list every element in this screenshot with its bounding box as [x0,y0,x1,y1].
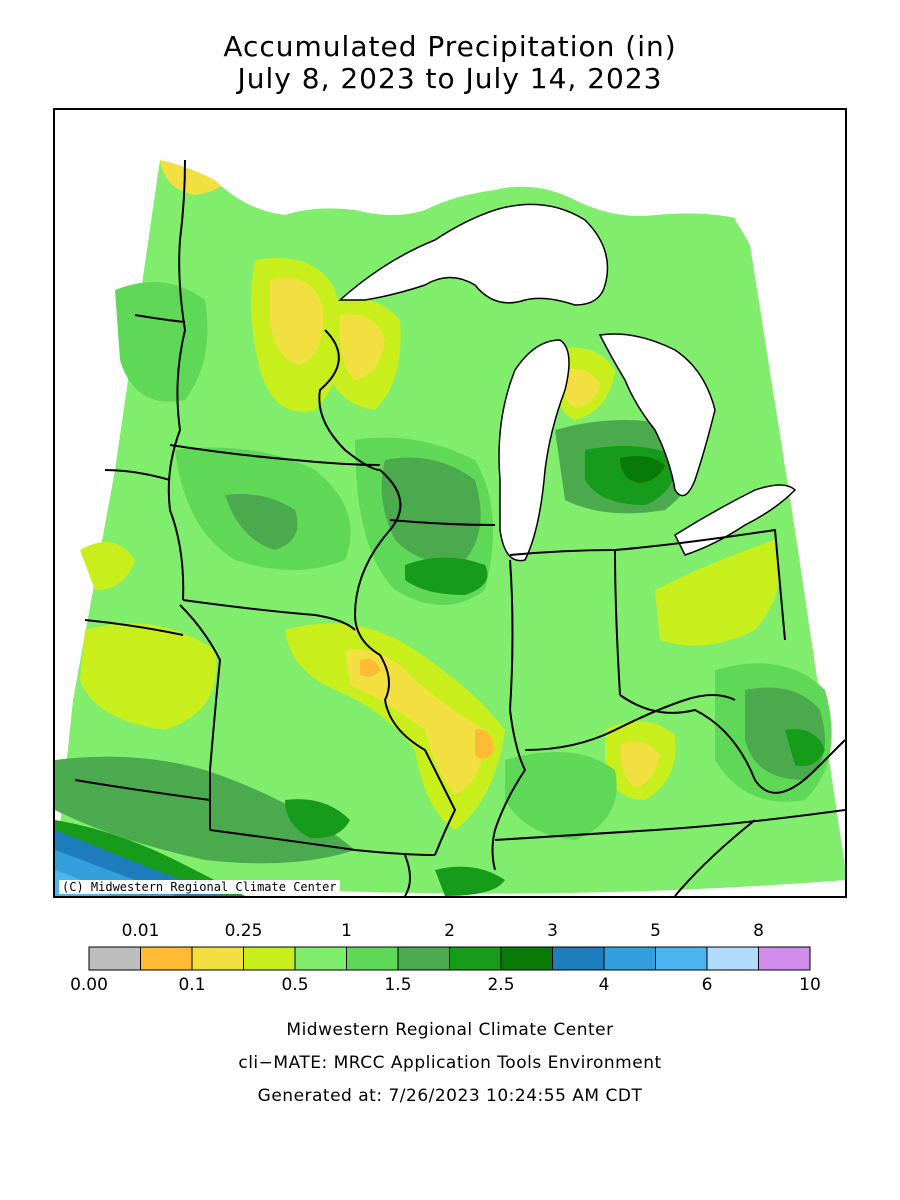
precip-zone-mo-north [80,542,135,590]
legend-bin [88,946,141,971]
legend-bin [449,946,502,971]
legend-bin [243,946,296,971]
map-title: Accumulated Precipitation (in) [223,30,677,63]
legend-upper-label: 3 [547,921,558,941]
legend-lower-label: 6 [701,975,713,995]
precipitation-map: (C) Midwestern Regional Climate Center [53,108,847,898]
legend-upper-label: 0.25 [224,921,263,941]
legend-upper-label: 5 [650,921,661,941]
map-canvas [55,110,845,896]
precip-zone-mi-core [563,369,600,408]
legend-upper-label: 8 [753,921,764,941]
lake-erie [675,485,795,555]
precip-zone-il-core [345,649,485,795]
legend-lower-label: 10 [799,975,821,995]
legend-upper-label: 1 [341,921,352,941]
precip-zone-in-lower [505,752,617,840]
legend-bin [397,946,450,971]
lake-huron [600,334,715,496]
legend: 0.01 0.25 1 2 3 5 8 0.00 0.1 0.5 1.5 2.5 4 6 10 [0,915,900,1005]
precip-zone-il-orange-1 [360,658,380,677]
legend-lower-label: 0.5 [281,975,309,995]
legend-bin [500,946,553,971]
footer-generated: Generated at: 7/26/2023 10:24:55 AM CDT [257,1086,643,1106]
precip-zone-mn [115,282,208,402]
precip-zone-il-north-core [405,557,488,595]
lake-coastlines [338,203,797,562]
precip-zone-mo [80,623,217,730]
legend-bin [140,946,193,971]
map-credit: (C) Midwestern Regional Climate Center [59,880,340,894]
legend-upper-label: 0.01 [121,921,160,941]
precip-zone-il-orange-2 [475,729,495,759]
legend-bin [346,946,399,971]
precip-zone-ia-core [225,494,298,550]
ontario-east [735,110,845,480]
precip-zone-mi-darkest [620,456,665,483]
precip-zone-oh [655,540,780,646]
legend-bin [706,946,759,971]
precip-zone-ky-core [620,741,660,788]
state-borders [74,159,845,896]
legend-bin [655,946,708,971]
legend-lower-label: 4 [598,975,610,995]
lake-michigan [499,340,569,561]
legend-lower-label: 0.1 [178,975,206,995]
canada-north [160,113,745,220]
legend-lower-label: 1.5 [384,975,412,995]
precip-zone-wi-core [339,314,385,380]
precip-zone-il-north-dark [381,457,481,563]
precip-zone-mo-south [55,756,355,864]
legend-lower-label: 0.00 [70,975,108,995]
map-subtitle: July 8, 2023 to July 14, 2023 [237,62,663,95]
legend-color-bar [88,946,811,971]
precip-zone-nw-core [270,278,324,365]
lake-superior [340,204,608,305]
legend-upper-label: 2 [444,921,455,941]
footer-org: Midwestern Regional Climate Center [286,1020,614,1040]
legend-bin [758,946,811,971]
legend-bin [294,946,347,971]
legend-lower-label: 2.5 [487,975,515,995]
legend-bin [603,946,656,971]
precip-zone-tn [435,866,505,896]
legend-bin [191,946,244,971]
precip-zone-wv-core [785,729,825,766]
legend-bin [552,946,605,971]
footer-tool: cli−MATE: MRCC Application Tools Environ… [238,1053,662,1073]
precip-zone-mo-south-core [285,799,350,839]
